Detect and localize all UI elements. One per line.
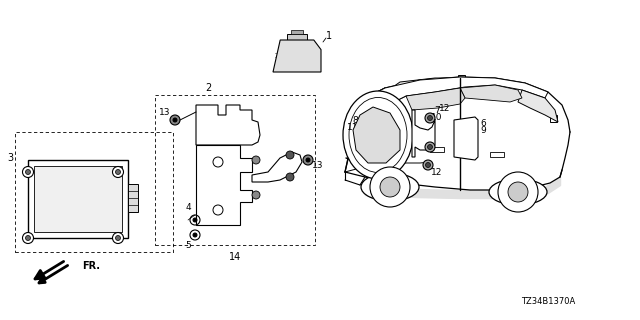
- Polygon shape: [362, 77, 548, 108]
- Polygon shape: [454, 117, 478, 160]
- Circle shape: [425, 113, 435, 123]
- Polygon shape: [376, 78, 460, 108]
- Polygon shape: [518, 90, 558, 122]
- Text: 12: 12: [439, 103, 451, 113]
- Text: 2: 2: [205, 83, 211, 93]
- Bar: [430, 147, 444, 152]
- Text: 7: 7: [434, 106, 440, 115]
- Ellipse shape: [361, 173, 419, 201]
- Polygon shape: [196, 145, 252, 225]
- Polygon shape: [412, 110, 435, 157]
- Circle shape: [303, 155, 313, 165]
- Circle shape: [305, 58, 310, 62]
- Text: 13: 13: [159, 108, 171, 116]
- Bar: [368, 120, 380, 128]
- Circle shape: [252, 156, 260, 164]
- Bar: [287, 34, 307, 40]
- Bar: [490, 152, 504, 157]
- Bar: [457, 122, 475, 155]
- Circle shape: [113, 233, 124, 244]
- Circle shape: [115, 236, 120, 241]
- Text: TZ34B1370A: TZ34B1370A: [521, 298, 575, 307]
- Circle shape: [286, 151, 294, 159]
- Bar: [15, 132, 173, 252]
- Text: 3: 3: [7, 153, 13, 163]
- Text: 1: 1: [326, 31, 332, 41]
- Circle shape: [426, 163, 431, 167]
- Text: 11: 11: [346, 123, 358, 132]
- Text: 12: 12: [431, 167, 443, 177]
- Polygon shape: [196, 105, 260, 145]
- Text: 13: 13: [312, 161, 324, 170]
- Text: 5: 5: [185, 241, 191, 250]
- Ellipse shape: [349, 98, 407, 172]
- Circle shape: [115, 170, 120, 174]
- Circle shape: [26, 236, 31, 241]
- Circle shape: [193, 233, 197, 237]
- Bar: [34, 166, 122, 232]
- Circle shape: [428, 116, 433, 121]
- Polygon shape: [460, 85, 522, 102]
- Circle shape: [425, 142, 435, 152]
- Circle shape: [508, 182, 528, 202]
- Text: 8: 8: [352, 116, 358, 124]
- Circle shape: [498, 172, 538, 212]
- Circle shape: [26, 170, 31, 174]
- Circle shape: [113, 166, 124, 178]
- Text: FR.: FR.: [82, 261, 100, 271]
- Polygon shape: [406, 88, 465, 110]
- Circle shape: [370, 167, 410, 207]
- Circle shape: [380, 177, 400, 197]
- Bar: [550, 115, 557, 122]
- Ellipse shape: [489, 179, 547, 205]
- Circle shape: [22, 233, 33, 244]
- Circle shape: [22, 166, 33, 178]
- Text: 4: 4: [185, 204, 191, 212]
- Circle shape: [306, 158, 310, 162]
- Circle shape: [252, 191, 260, 199]
- Polygon shape: [353, 107, 400, 163]
- Ellipse shape: [343, 91, 413, 179]
- Text: 9: 9: [480, 125, 486, 134]
- Bar: [458, 75, 465, 82]
- Polygon shape: [273, 40, 321, 72]
- Circle shape: [170, 115, 180, 125]
- Text: 6: 6: [480, 118, 486, 127]
- Bar: [204, 122, 224, 137]
- Bar: [155, 95, 315, 245]
- Polygon shape: [252, 152, 302, 182]
- Bar: [28, 160, 128, 238]
- Circle shape: [423, 160, 433, 170]
- Bar: [128, 184, 138, 212]
- Text: 14: 14: [229, 252, 241, 262]
- Text: 10: 10: [431, 113, 443, 122]
- Circle shape: [286, 173, 294, 181]
- Bar: [291, 30, 303, 34]
- Circle shape: [173, 118, 177, 122]
- Circle shape: [193, 218, 197, 222]
- Circle shape: [428, 145, 433, 149]
